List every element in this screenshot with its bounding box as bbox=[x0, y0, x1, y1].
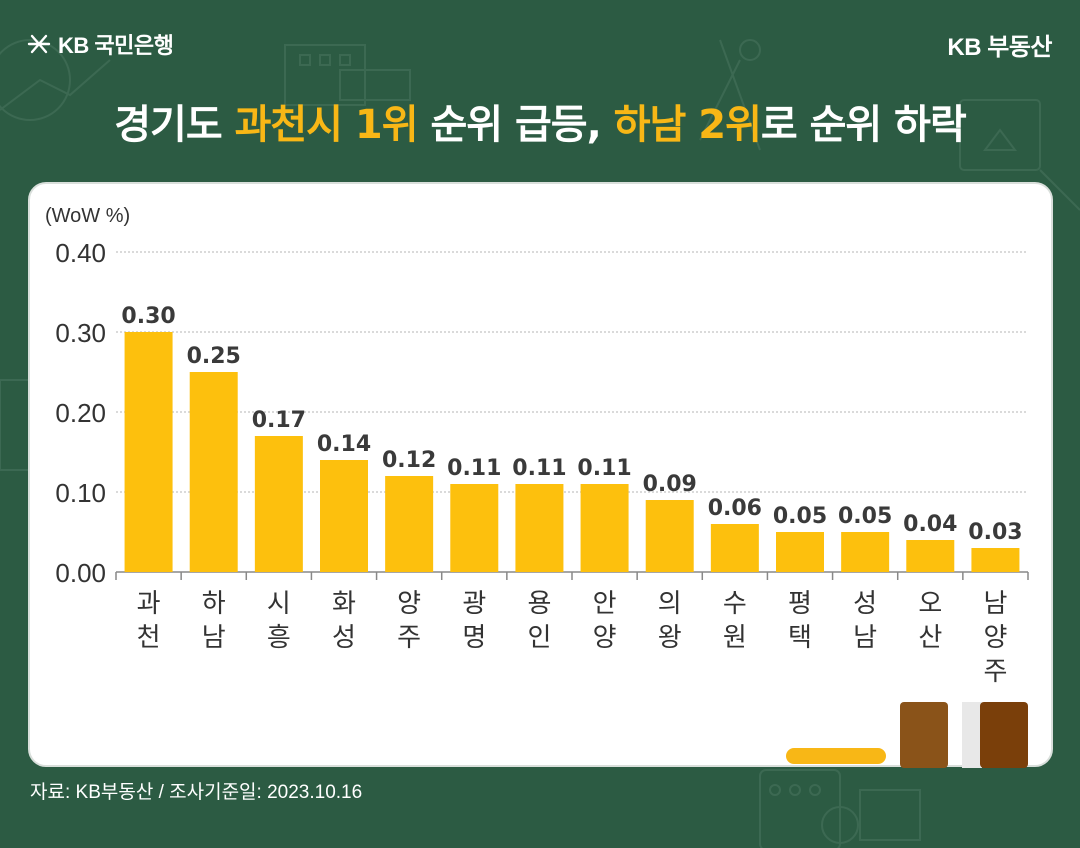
bank-logo-text: KB 국민은행 bbox=[58, 33, 174, 58]
x-tick-char: 시 bbox=[267, 589, 291, 619]
x-tick-label: 광명 bbox=[462, 589, 486, 653]
bar bbox=[189, 372, 238, 572]
x-tick-char: 오 bbox=[918, 589, 942, 619]
books-decoration bbox=[786, 702, 1028, 768]
x-tick-char: 명 bbox=[462, 623, 486, 653]
source-note: 자료: KB부동산 / 조사기준일: 2023.10.16 bbox=[30, 782, 363, 803]
x-tick-label: 평택 bbox=[788, 589, 812, 653]
data-label: 0.17 bbox=[252, 408, 306, 433]
x-tick-label: 성남 bbox=[853, 589, 877, 653]
x-tick-label: 화성 bbox=[332, 589, 356, 653]
x-tick-char: 주 bbox=[397, 623, 421, 653]
title-part2: 순위 급등, bbox=[417, 102, 614, 148]
bar bbox=[124, 332, 173, 572]
bar bbox=[841, 532, 890, 572]
x-tick-char: 성 bbox=[332, 623, 356, 653]
x-tick-label: 용인 bbox=[527, 589, 551, 653]
x-tick-char: 의 bbox=[658, 589, 682, 619]
x-tick-char: 용 bbox=[527, 589, 551, 619]
data-label: 0.06 bbox=[708, 496, 762, 521]
x-tick-char: 화 bbox=[332, 589, 356, 619]
x-tick-char: 수 bbox=[723, 589, 747, 619]
x-tick-char: 주 bbox=[983, 657, 1007, 687]
x-tick-char: 하 bbox=[202, 589, 226, 619]
data-label: 0.14 bbox=[317, 432, 371, 457]
data-label: 0.04 bbox=[903, 512, 957, 537]
data-label: 0.25 bbox=[187, 344, 241, 369]
data-label: 0.11 bbox=[577, 456, 631, 481]
bar bbox=[645, 500, 694, 572]
x-tick-char: 원 bbox=[723, 623, 747, 653]
x-tick-char: 성 bbox=[853, 589, 877, 619]
x-tick-label: 양주 bbox=[397, 589, 421, 653]
bar bbox=[515, 484, 564, 572]
x-tick-char: 양 bbox=[983, 623, 1007, 653]
x-tick-label: 하남 bbox=[202, 589, 226, 653]
x-tick-char: 양 bbox=[593, 623, 617, 653]
title-part1: 경기도 bbox=[114, 102, 235, 148]
kb-star-icon bbox=[27, 34, 51, 54]
x-tick-char: 안 bbox=[593, 589, 617, 619]
unit-label: (WoW %) bbox=[45, 205, 130, 227]
data-label: 0.11 bbox=[512, 456, 566, 481]
bar bbox=[971, 548, 1020, 572]
y-tick-label: 0.10 bbox=[55, 478, 106, 508]
page-title: 경기도 과천시 1위 순위 급등, 하남 2위로 순위 하락 bbox=[0, 92, 1080, 150]
data-label: 0.05 bbox=[838, 504, 892, 529]
x-tick-char: 평 bbox=[788, 589, 812, 619]
x-tick-label: 수원 bbox=[723, 589, 747, 653]
y-tick-label: 0.30 bbox=[55, 318, 106, 348]
bar bbox=[450, 484, 499, 572]
title-highlight-1: 과천시 1위 bbox=[234, 102, 419, 148]
x-tick-char: 과 bbox=[137, 589, 161, 619]
bar bbox=[906, 540, 955, 572]
kb-bank-logo: KB 국민은행 bbox=[26, 28, 174, 60]
bar bbox=[776, 532, 824, 572]
y-tick-label: 0.00 bbox=[55, 558, 106, 588]
bar bbox=[320, 460, 368, 572]
bar bbox=[254, 436, 303, 572]
x-tick-char: 산 bbox=[918, 623, 942, 653]
x-tick-char: 인 bbox=[527, 623, 551, 653]
title-highlight-2: 하남 2위 bbox=[613, 102, 762, 148]
x-tick-label: 과천 bbox=[137, 589, 161, 653]
data-label: 0.11 bbox=[447, 456, 501, 481]
x-tick-label: 오산 bbox=[918, 589, 942, 653]
x-tick-char: 왕 bbox=[658, 623, 682, 653]
x-tick-char: 천 bbox=[137, 623, 161, 653]
x-tick-char: 남 bbox=[983, 589, 1007, 619]
y-tick-label: 0.40 bbox=[55, 238, 106, 268]
bar bbox=[710, 524, 759, 572]
x-tick-label: 안양 bbox=[593, 589, 617, 653]
bar bbox=[580, 484, 629, 572]
x-tick-char: 남 bbox=[853, 623, 877, 653]
data-label: 0.05 bbox=[773, 504, 827, 529]
data-label: 0.09 bbox=[643, 472, 697, 497]
title-part3: 로 순위 하락 bbox=[760, 102, 967, 148]
data-label: 0.30 bbox=[121, 304, 175, 329]
x-tick-label: 남양주 bbox=[983, 589, 1007, 687]
x-tick-char: 광 bbox=[462, 589, 486, 619]
x-tick-label: 시흥 bbox=[267, 589, 291, 653]
x-tick-char: 남 bbox=[202, 623, 226, 653]
data-label: 0.03 bbox=[968, 520, 1022, 545]
x-tick-label: 의왕 bbox=[658, 589, 682, 653]
x-tick-char: 택 bbox=[788, 623, 812, 653]
x-tick-char: 양 bbox=[397, 589, 421, 619]
kb-real-estate-brand: KB 부동산 bbox=[947, 34, 1052, 61]
data-label: 0.12 bbox=[382, 448, 436, 473]
x-tick-char: 흥 bbox=[267, 623, 291, 653]
bar bbox=[385, 476, 434, 572]
y-tick-label: 0.20 bbox=[55, 398, 106, 428]
